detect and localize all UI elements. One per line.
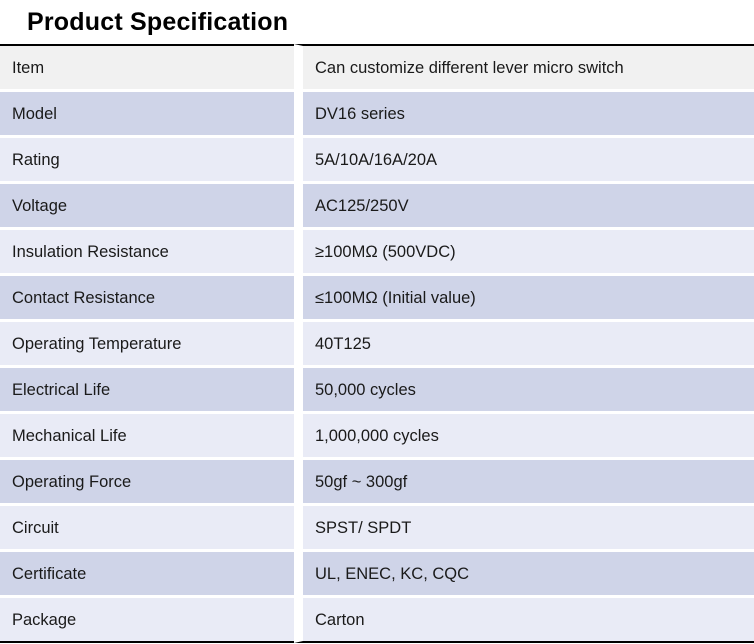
table-row: Circuit SPST/ SPDT xyxy=(0,506,754,552)
spec-value-cell: 1,000,000 cycles xyxy=(294,414,754,460)
spec-label-cell: Electrical Life xyxy=(0,368,294,414)
spec-value-cell: ≥100MΩ (500VDC) xyxy=(294,230,754,276)
spec-value-cell: UL, ENEC, KC, CQC xyxy=(294,552,754,598)
spec-value-cell: Carton xyxy=(294,598,754,643)
spec-value-cell: AC125/250V xyxy=(294,184,754,230)
table-row: Operating Temperature 40T125 xyxy=(0,322,754,368)
spec-label-cell: Operating Force xyxy=(0,460,294,506)
spec-label-cell: Mechanical Life xyxy=(0,414,294,460)
table-row: Item Can customize different lever micro … xyxy=(0,44,754,92)
spec-label-cell: Circuit xyxy=(0,506,294,552)
spec-value-cell: 5A/10A/16A/20A xyxy=(294,138,754,184)
spec-label-cell: Certificate xyxy=(0,552,294,598)
table-row: Electrical Life 50,000 cycles xyxy=(0,368,754,414)
spec-table-body: Item Can customize different lever micro … xyxy=(0,44,754,643)
table-row: Certificate UL, ENEC, KC, CQC xyxy=(0,552,754,598)
spec-label-cell: Rating xyxy=(0,138,294,184)
table-row: Model DV16 series xyxy=(0,92,754,138)
table-row: Insulation Resistance ≥100MΩ (500VDC) xyxy=(0,230,754,276)
spec-label-cell: Insulation Resistance xyxy=(0,230,294,276)
page-title: Product Specification xyxy=(27,8,289,36)
spec-table: Item Can customize different lever micro … xyxy=(0,44,754,643)
spec-value-cell: 40T125 xyxy=(294,322,754,368)
spec-label-cell: Operating Temperature xyxy=(0,322,294,368)
table-row: Operating Force 50gf ~ 300gf xyxy=(0,460,754,506)
table-row: Voltage AC125/250V xyxy=(0,184,754,230)
spec-label-cell: Package xyxy=(0,598,294,643)
table-row: Contact Resistance ≤100MΩ (Initial value) xyxy=(0,276,754,322)
table-row: Mechanical Life 1,000,000 cycles xyxy=(0,414,754,460)
table-row: Rating 5A/10A/16A/20A xyxy=(0,138,754,184)
spec-label-cell: Contact Resistance xyxy=(0,276,294,322)
spec-label-cell: Voltage xyxy=(0,184,294,230)
spec-value-cell: 50gf ~ 300gf xyxy=(294,460,754,506)
spec-value-cell: SPST/ SPDT xyxy=(294,506,754,552)
spec-label-cell: Model xyxy=(0,92,294,138)
spec-value-cell: Can customize different lever micro swit… xyxy=(294,44,754,92)
spec-value-cell: DV16 series xyxy=(294,92,754,138)
spec-value-cell: ≤100MΩ (Initial value) xyxy=(294,276,754,322)
table-row: Package Carton xyxy=(0,598,754,643)
spec-label-cell: Item xyxy=(0,44,294,92)
spec-value-cell: 50,000 cycles xyxy=(294,368,754,414)
